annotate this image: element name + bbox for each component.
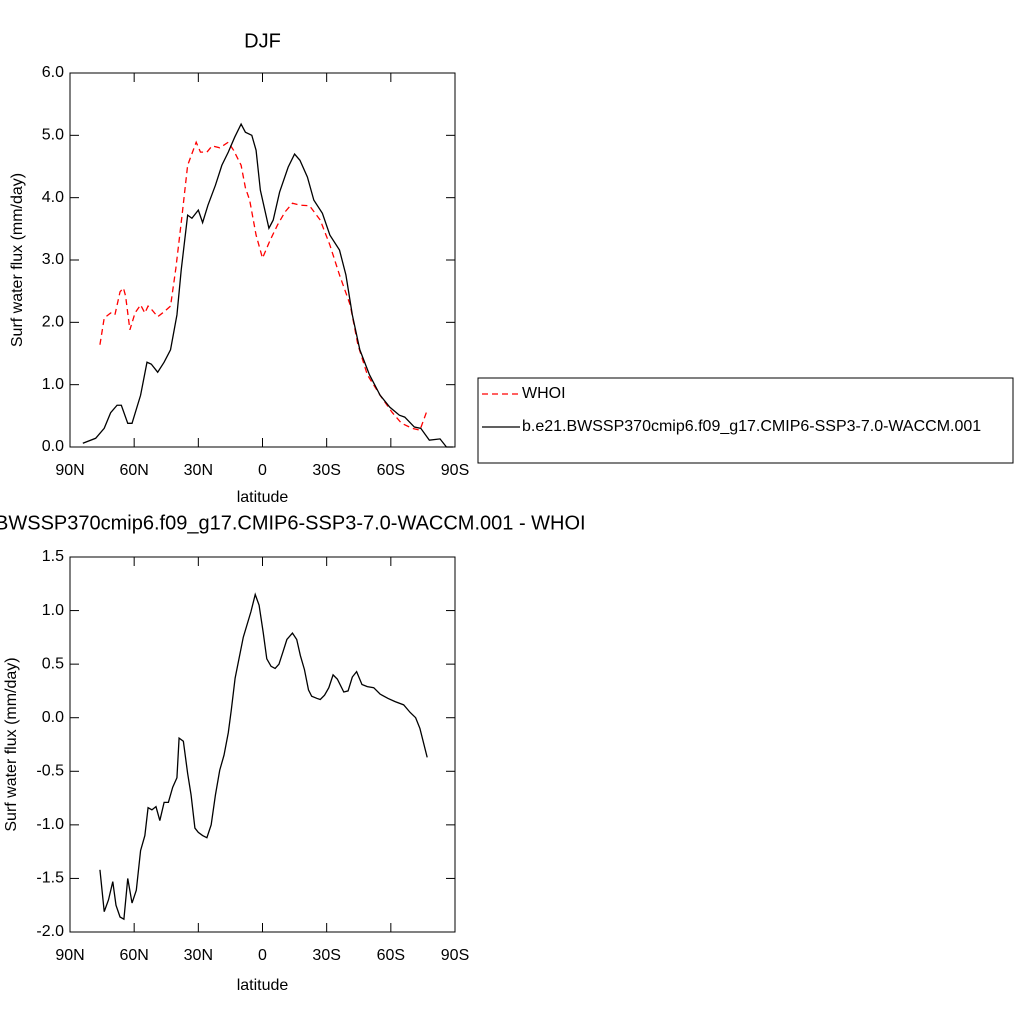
y-tick-label: 5.0 [42, 127, 64, 144]
x-tick-label: 0 [258, 947, 267, 964]
y-tick-label: 0.5 [42, 655, 64, 672]
data-line [99, 592, 428, 921]
x-tick-label: 90S [441, 947, 469, 964]
chart-title: b.e21.BWSSP370cmip6.f09_g17.CMIP6-SSP3-7… [0, 512, 586, 534]
legend-label: WHOI [522, 385, 566, 402]
y-axis-label: Surf water flux (mm/day) [9, 173, 26, 347]
y-tick-label: -2.0 [36, 923, 64, 940]
y-tick-label: 6.0 [42, 64, 64, 81]
y-tick-label: 1.5 [42, 548, 64, 565]
x-tick-label: 60S [377, 462, 405, 479]
x-axis-label: latitude [237, 489, 289, 506]
x-tick-label: 30S [312, 947, 340, 964]
y-tick-label: 4.0 [42, 189, 64, 206]
x-tick-label: 60S [377, 947, 405, 964]
y-tick-label: 3.0 [42, 251, 64, 268]
legend-label: b.e21.BWSSP370cmip6.f09_g17.CMIP6-SSP3-7… [522, 418, 981, 435]
x-tick-label: 30N [184, 947, 213, 964]
y-tick-label: -0.5 [36, 763, 64, 780]
legend-frame [477, 377, 1014, 464]
x-axis-label: latitude [237, 977, 289, 994]
data-line [99, 140, 428, 431]
legend: WHOI b.e21.BWSSP370cmip6.f09_g17.CMIP6-SS… [477, 377, 1014, 464]
y-tick-label: 1.0 [42, 376, 64, 393]
y-tick-label: 0.0 [42, 709, 64, 726]
x-tick-label: 30S [312, 462, 340, 479]
y-tick-label: -1.5 [36, 870, 64, 887]
x-tick-label: 30N [184, 462, 213, 479]
plot-frame [69, 72, 456, 448]
y-tick-label: 1.0 [42, 602, 64, 619]
y-tick-label: 2.0 [42, 314, 64, 331]
x-tick-label: 90S [441, 462, 469, 479]
data-line [82, 122, 453, 448]
x-tick-label: 60N [119, 947, 148, 964]
x-tick-label: 90N [55, 947, 84, 964]
chart-title: DJF [244, 30, 281, 52]
y-tick-label: 0.0 [42, 438, 64, 455]
y-axis-label: Surf water flux (mm/day) [3, 657, 20, 831]
x-tick-label: 0 [258, 462, 267, 479]
plot-frame [69, 556, 456, 933]
x-tick-label: 60N [119, 462, 148, 479]
x-tick-label: 90N [55, 462, 84, 479]
y-tick-label: -1.0 [36, 816, 64, 833]
